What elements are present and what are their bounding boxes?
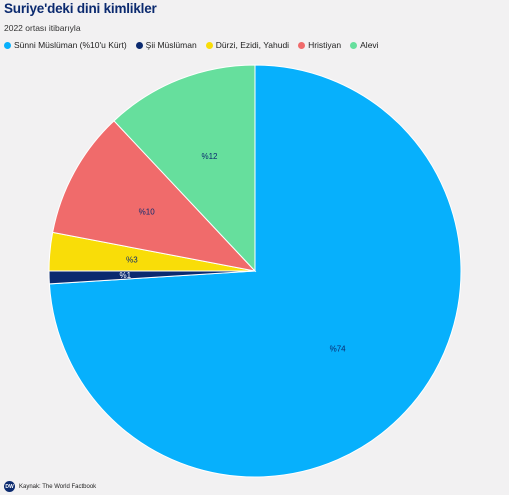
pie-slice	[113, 64, 256, 273]
chart-subtitle: 2022 ortası itibarıyla	[4, 23, 81, 33]
chart-title: Suriye'deki dini kimlikler	[4, 1, 157, 16]
legend-item: Alevi	[350, 40, 379, 50]
legend-swatch	[4, 41, 11, 49]
legend-label: Hristiyan	[308, 40, 342, 50]
legend-item: Şii Müslüman	[135, 40, 197, 50]
legend-label: Alevi	[360, 40, 379, 50]
legend-label: Dürzi, Ezidi, Yahudi	[215, 40, 290, 50]
dw-logo-icon: DW	[4, 481, 15, 492]
pie-slice	[52, 120, 257, 272]
legend-swatch	[205, 41, 213, 49]
slice-label: %3	[126, 255, 138, 264]
slice-label: %12	[201, 152, 218, 161]
slice-label: %74	[330, 345, 347, 354]
source-text: Kaynak: The World Factbook	[19, 483, 97, 490]
slice-label: %10	[139, 207, 156, 216]
legend-swatch	[350, 41, 358, 49]
footer: DW Kaynak: The World Factbook	[4, 481, 96, 492]
legend-swatch	[135, 41, 143, 49]
slice-label: %1	[120, 271, 132, 280]
legend-item: Dürzi, Ezidi, Yahudi	[205, 40, 290, 50]
legend-label: Sünni Müslüman (%10'u Kürt)	[14, 40, 127, 50]
legend-item: Sünni Müslüman (%10'u Kürt)	[4, 40, 127, 50]
legend-swatch	[298, 41, 306, 49]
legend-label: Şii Müslüman	[145, 40, 197, 50]
chart-legend: Sünni Müslüman (%10'u Kürt) Şii Müslüman D…	[4, 40, 379, 50]
legend-item: Hristiyan	[298, 40, 341, 50]
